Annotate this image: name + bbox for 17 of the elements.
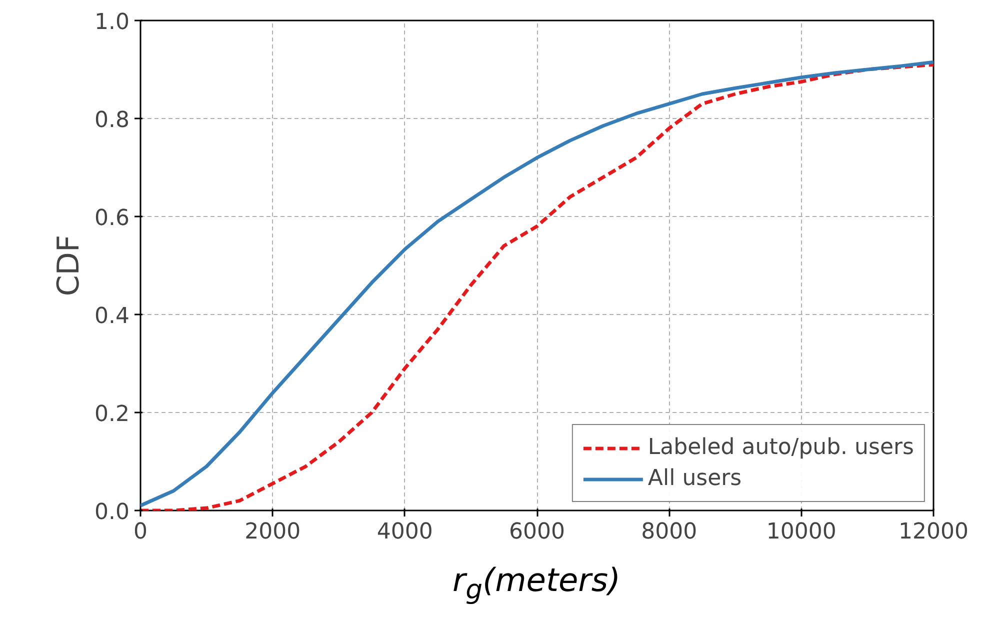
x-tick-label: 6000	[509, 520, 566, 544]
x-tick-label: 4000	[376, 520, 433, 544]
y-tick-label: 0.0	[94, 500, 130, 525]
y-tick-label: 0.6	[94, 206, 130, 231]
x-axis-title: r$_{g}$(meters)	[452, 560, 622, 608]
x-tick-label: 8000	[641, 520, 698, 544]
y-tick-label: 1.0	[94, 10, 130, 35]
y-axis-title: CDF	[52, 234, 87, 296]
legend-label: Labeled auto/pub. users	[648, 435, 914, 460]
x-tick-label: 0	[134, 520, 148, 544]
x-tick-label: 2000	[244, 520, 301, 544]
x-tick-label: 10000	[766, 520, 836, 544]
y-tick-label: 0.4	[94, 304, 130, 329]
y-tick-label: 0.2	[94, 402, 130, 427]
x-tick-label: 12000	[898, 520, 969, 544]
y-tick-label: 0.8	[94, 108, 130, 133]
legend-label: All users	[648, 466, 742, 491]
